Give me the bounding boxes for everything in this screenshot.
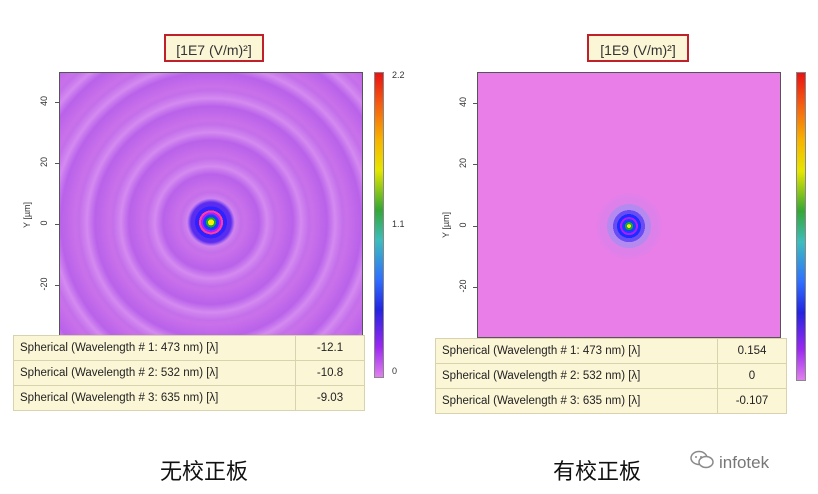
tick-mark	[55, 102, 59, 103]
y-tick: 20	[39, 157, 49, 168]
tick-mark	[473, 164, 477, 165]
table-row: Spherical (Wavelength # 3: 635 nm) [λ] -…	[13, 385, 365, 411]
unit-label: [1E7 (V/m)²]	[164, 34, 264, 62]
tick-mark	[473, 103, 477, 104]
tick-mark	[55, 224, 59, 225]
table-row: Spherical (Wavelength # 1: 473 nm) [λ] 0…	[435, 338, 787, 364]
y-tick: 0	[458, 222, 468, 228]
colorbar-tick: 0	[392, 366, 398, 376]
aberration-table: Spherical (Wavelength # 1: 473 nm) [λ] 0…	[435, 338, 787, 414]
wechat-icon	[690, 450, 714, 475]
colorbar	[374, 72, 384, 378]
panel-caption: 无校正板	[160, 460, 249, 485]
y-tick: 0	[39, 220, 49, 226]
y-tick: -20	[458, 279, 468, 293]
colorbar-tick: 1.1	[392, 219, 405, 229]
y-axis-label: Y [µm]	[22, 201, 33, 229]
metric-value: 0.154	[717, 338, 787, 364]
left-panel: [1E7 (V/m)²] Y [µm] 40 20 0 -20 2.2 1.1 …	[13, 34, 405, 485]
metric-label: Spherical (Wavelength # 3: 635 nm) [λ]	[13, 385, 296, 411]
table-row: Spherical (Wavelength # 2: 532 nm) [λ] -…	[13, 360, 365, 386]
table-row: Spherical (Wavelength # 3: 635 nm) [λ] -…	[435, 388, 787, 414]
metric-value: -10.8	[295, 360, 365, 386]
y-tick: 20	[458, 158, 468, 169]
watermark-text: infotek	[719, 452, 770, 472]
metric-label: Spherical (Wavelength # 2: 532 nm) [λ]	[435, 363, 718, 389]
table-row: Spherical (Wavelength # 2: 532 nm) [λ] 0	[435, 363, 787, 389]
aberration-table: Spherical (Wavelength # 1: 473 nm) [λ] -…	[13, 335, 365, 411]
metric-label: Spherical (Wavelength # 1: 473 nm) [λ]	[435, 338, 718, 364]
metric-value: -0.107	[717, 388, 787, 414]
tick-mark	[55, 285, 59, 286]
metric-label: Spherical (Wavelength # 3: 635 nm) [λ]	[435, 388, 718, 414]
colorbar-tick: 2.2	[392, 70, 405, 80]
tick-mark	[55, 163, 59, 164]
watermark: infotek	[690, 450, 769, 475]
y-tick: 40	[458, 97, 468, 108]
irradiance-map-uncorrected	[59, 72, 363, 336]
metric-label: Spherical (Wavelength # 2: 532 nm) [λ]	[13, 360, 296, 386]
table-row: Spherical (Wavelength # 1: 473 nm) [λ] -…	[13, 335, 365, 361]
y-axis-label: Y [µm]	[441, 211, 452, 239]
tick-mark	[473, 226, 477, 227]
panel-caption: 有校正板	[553, 460, 642, 485]
y-tick: 40	[39, 96, 49, 107]
unit-label: [1E9 (V/m)²]	[587, 34, 689, 62]
colorbar	[796, 72, 806, 381]
tick-mark	[473, 287, 477, 288]
metric-value: -12.1	[295, 335, 365, 361]
metric-value: -9.03	[295, 385, 365, 411]
irradiance-map-corrected	[477, 72, 781, 338]
right-panel: [1E9 (V/m)²] Y [µm] 40 20 0 -20 Spherica…	[409, 0, 818, 494]
metric-label: Spherical (Wavelength # 1: 473 nm) [λ]	[13, 335, 296, 361]
metric-value: 0	[717, 363, 787, 389]
y-tick: -20	[39, 277, 49, 291]
